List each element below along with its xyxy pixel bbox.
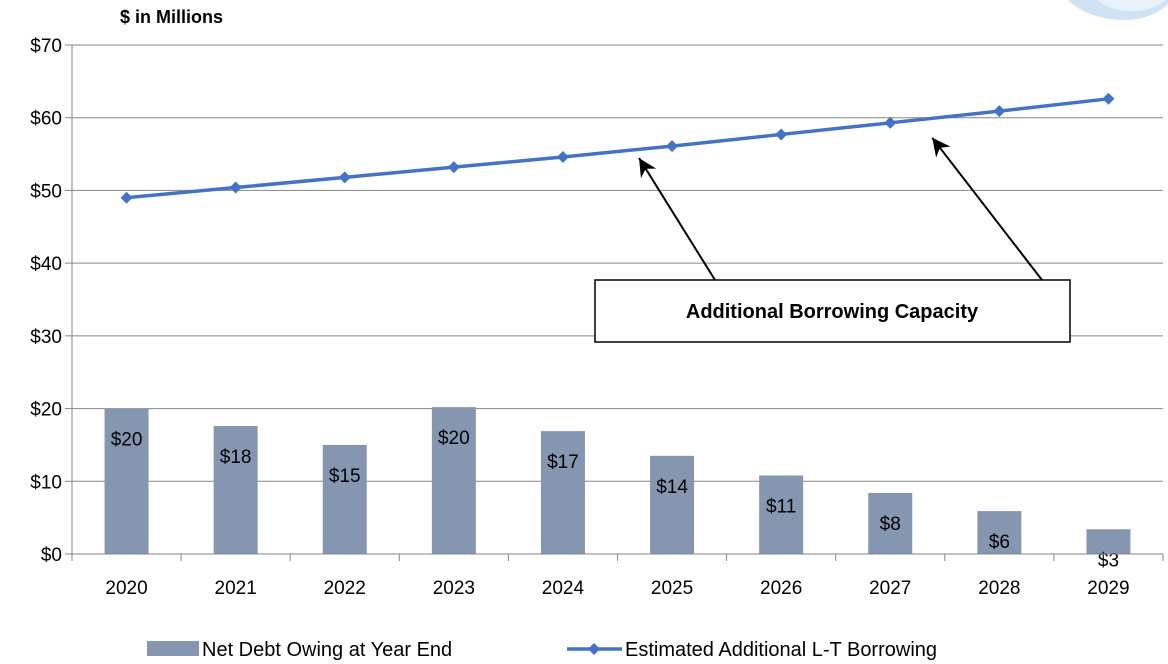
bar-value-label: $20 — [438, 428, 470, 449]
annotation-box — [594, 279, 1071, 343]
bar — [759, 475, 804, 554]
legend: Net Debt Owing at Year End Estimated Addi… — [147, 639, 937, 661]
bar — [1086, 529, 1131, 554]
bar — [868, 492, 913, 554]
bar — [977, 511, 1022, 554]
line-marker — [229, 181, 242, 194]
x-axis: 2020 2021 2022 2023 2024 2025 2026 2027 2028 2029 — [71, 553, 1164, 599]
annotation: Additional Borrowing Capacity — [594, 137, 1071, 343]
bar — [540, 431, 585, 554]
bar-value-label: $15 — [329, 466, 361, 487]
line-marker — [338, 171, 351, 184]
x-tick-label: 2022 — [324, 578, 366, 599]
x-tick-label: 2025 — [651, 578, 693, 599]
bar — [431, 407, 476, 554]
line-series — [120, 92, 1115, 204]
bar-value-label: $11 — [766, 496, 796, 517]
bar — [650, 455, 695, 554]
y-tick-label: $0 — [41, 545, 62, 566]
line-marker — [993, 105, 1006, 118]
line-marker — [775, 128, 788, 141]
x-tick-label: 2029 — [1087, 578, 1129, 599]
bar — [104, 408, 149, 554]
y-tick-label: $10 — [30, 472, 62, 493]
bar-value-label: $18 — [220, 447, 252, 468]
x-tick-label: 2027 — [869, 578, 911, 599]
line-marker — [884, 116, 897, 129]
legend-label: Net Debt Owing at Year End — [202, 639, 452, 661]
y-tick-label: $60 — [30, 109, 62, 130]
y-tick-label: $70 — [30, 36, 62, 57]
x-tick-label: 2026 — [760, 578, 802, 599]
x-tick-label: 2024 — [542, 578, 585, 599]
bar-value-label: $6 — [989, 532, 1010, 553]
x-tick-label: 2028 — [978, 578, 1020, 599]
line-marker — [447, 161, 460, 174]
legend-marker — [588, 643, 600, 655]
x-tick-label: 2023 — [433, 578, 475, 599]
bar — [322, 444, 367, 554]
line-marker — [1102, 92, 1115, 105]
unit-label: $ in Millions — [120, 7, 223, 27]
y-axis: $0 $10 $20 $30 $40 $50 $60 $70 — [30, 36, 73, 566]
annotation-arrow — [638, 157, 716, 281]
annotation-arrow — [931, 137, 1043, 281]
series-line — [126, 97, 1109, 200]
legend-swatch-bar — [147, 641, 199, 656]
bar-value-label: $14 — [656, 477, 688, 498]
y-tick-label: $50 — [30, 181, 62, 202]
bar-value-label: $3 — [1098, 550, 1119, 571]
x-tick-label: 2021 — [215, 578, 257, 599]
bar-value-label: $8 — [880, 514, 901, 535]
bar-value-label: $17 — [547, 452, 579, 473]
bar-value-label: $20 — [111, 430, 143, 451]
logo-fragment — [1068, 0, 1168, 20]
y-tick-label: $20 — [30, 400, 62, 421]
y-tick-label: $40 — [30, 254, 62, 275]
legend-label: Estimated Additional L-T Borrowing — [625, 639, 937, 661]
bar-series: $20 $18 $15 $20 $17 $14 $11 $8 $6 $3 — [104, 407, 1131, 571]
line-marker — [120, 191, 133, 204]
annotation-text: Additional Borrowing Capacity — [686, 301, 979, 323]
bar — [213, 426, 258, 554]
line-marker — [666, 140, 679, 153]
line-marker — [556, 150, 569, 163]
x-tick-label: 2020 — [105, 578, 147, 599]
y-tick-label: $30 — [30, 327, 62, 348]
